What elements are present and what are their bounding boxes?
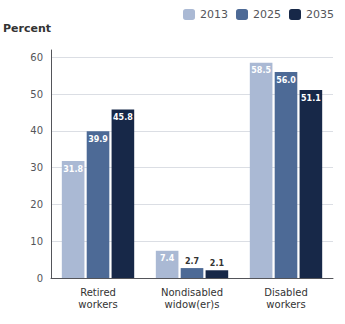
svg-text:workers: workers xyxy=(78,299,117,310)
svg-text:60: 60 xyxy=(30,52,43,63)
svg-text:2.1: 2.1 xyxy=(210,259,225,268)
svg-text:56.0: 56.0 xyxy=(276,76,296,85)
svg-text:2013: 2013 xyxy=(200,8,228,21)
svg-text:51.1: 51.1 xyxy=(301,94,321,103)
svg-text:31.8: 31.8 xyxy=(63,165,83,174)
svg-text:58.5: 58.5 xyxy=(251,66,271,75)
svg-text:Disabled: Disabled xyxy=(264,287,307,298)
svg-text:39.9: 39.9 xyxy=(88,135,108,144)
svg-text:10: 10 xyxy=(30,236,43,247)
svg-text:2035: 2035 xyxy=(306,8,334,21)
svg-text:45.8: 45.8 xyxy=(113,113,133,122)
svg-text:40: 40 xyxy=(30,125,43,136)
svg-text:0: 0 xyxy=(37,273,43,284)
svg-text:20: 20 xyxy=(30,199,43,210)
svg-text:Percent: Percent xyxy=(3,22,51,35)
svg-text:workers: workers xyxy=(266,299,305,310)
svg-text:Nondisabled: Nondisabled xyxy=(161,287,223,298)
svg-text:Retired: Retired xyxy=(80,287,116,298)
svg-text:50: 50 xyxy=(30,89,43,100)
svg-text:2.7: 2.7 xyxy=(185,257,199,266)
svg-text:7.4: 7.4 xyxy=(160,254,175,263)
svg-text:2025: 2025 xyxy=(253,8,281,21)
svg-text:30: 30 xyxy=(30,162,43,173)
svg-text:widow(er)s: widow(er)s xyxy=(165,299,220,310)
